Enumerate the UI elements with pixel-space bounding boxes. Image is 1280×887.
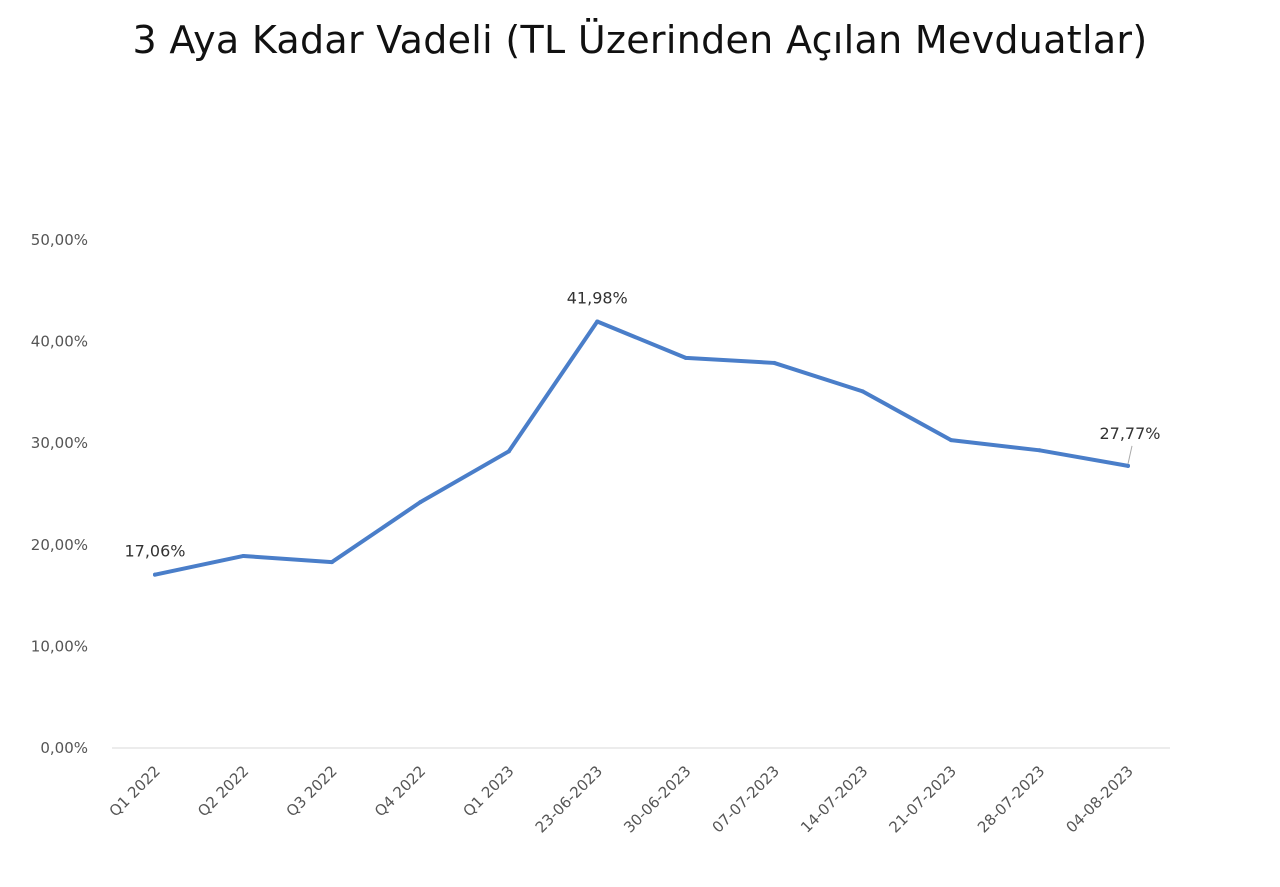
x-tick-label: 30-06-2023 <box>620 762 694 836</box>
y-axis-ticks: 0,00% 10,00% 20,00% 30,00% 40,00% 50,00% <box>31 231 88 757</box>
x-tick-label: Q4 2022 <box>371 762 429 820</box>
data-point <box>241 553 246 558</box>
x-tick-label: Q1 2022 <box>106 762 164 820</box>
data-point <box>683 355 688 360</box>
x-tick-label: 14-07-2023 <box>797 762 871 836</box>
y-tick-label: 0,00% <box>40 739 88 757</box>
data-point <box>860 389 865 394</box>
data-point <box>418 500 423 505</box>
data-labels: 17,06% 41,98% 27,77% <box>124 288 1160 560</box>
data-label-leader <box>1127 445 1133 464</box>
x-tick-label: 23-06-2023 <box>532 762 606 836</box>
data-point <box>772 360 777 365</box>
y-tick-label: 40,00% <box>31 333 88 351</box>
data-point <box>506 449 511 454</box>
x-tick-label: 21-07-2023 <box>886 762 960 836</box>
data-point <box>1126 463 1130 468</box>
chart-title: 3 Aya Kadar Vadeli (TL Üzerinden Açılan … <box>132 18 1148 62</box>
data-point <box>329 560 334 565</box>
x-tick-label: Q2 2022 <box>194 762 252 820</box>
y-tick-label: 20,00% <box>31 536 88 554</box>
x-tick-label: 04-08-2023 <box>1062 762 1136 836</box>
data-label: 41,98% <box>567 288 628 307</box>
x-tick-label: Q3 2022 <box>283 762 341 820</box>
data-point <box>1037 448 1042 453</box>
x-tick-label: Q1 2023 <box>459 762 517 820</box>
y-tick-label: 30,00% <box>31 434 88 452</box>
data-label: 27,77% <box>1099 424 1160 443</box>
data-point <box>153 572 157 577</box>
data-label: 17,06% <box>124 542 185 561</box>
series-line <box>153 319 1130 577</box>
series-group <box>153 319 1130 577</box>
y-tick-label: 10,00% <box>31 637 88 655</box>
data-point <box>949 438 954 443</box>
y-tick-label: 50,00% <box>31 231 88 249</box>
x-axis-ticks: Q1 2022 Q2 2022 Q3 2022 Q4 2022 Q1 2023 23-06… <box>106 762 1137 836</box>
data-point <box>595 319 600 324</box>
x-tick-label: 28-07-2023 <box>974 762 1048 836</box>
x-tick-label: 07-07-2023 <box>709 762 783 836</box>
